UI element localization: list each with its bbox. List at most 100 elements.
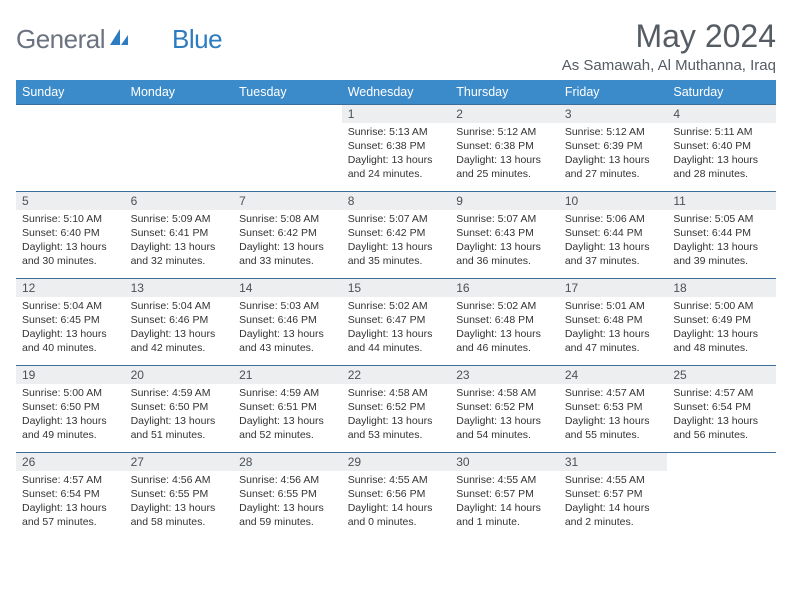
- day-details: Sunrise: 4:55 AMSunset: 6:57 PMDaylight:…: [450, 471, 559, 533]
- day-details: Sunrise: 4:55 AM Sunset: 6:57 PM Daylight:…: [559, 471, 668, 533]
- daylight-line: Daylight: 13 hours and 44 minutes.: [348, 328, 433, 354]
- calendar-cell: 10Sunrise: 5:06 AMSunset: 6:44 PMDayligh…: [559, 192, 668, 279]
- day-number: 30: [450, 453, 559, 471]
- sunrise-line: Sunrise: 4:58 AM: [456, 387, 536, 399]
- calendar-cell: 14Sunrise: 5:03 AMSunset: 6:46 PMDayligh…: [233, 279, 342, 366]
- calendar-cell-empty: [125, 105, 234, 192]
- calendar-cell: 22Sunrise: 4:58 AMSunset: 6:52 PMDayligh…: [342, 366, 451, 453]
- day-number: 31: [559, 453, 668, 471]
- calendar-cell: 5 Sunrise: 5:10 AM Sunset: 6:40 PM Daylight…: [16, 192, 125, 279]
- day-number: 20: [125, 366, 234, 384]
- sunrise-line: Sunrise: 5:10 AM: [22, 213, 102, 225]
- calendar-cell: 27Sunrise: 4:56 AMSunset: 6:55 PMDayligh…: [125, 453, 234, 540]
- day-number: 16: [450, 279, 559, 297]
- weekday-header: Thursday: [450, 80, 559, 105]
- day-details: Sunrise: 4:59 AMSunset: 6:51 PMDaylight:…: [233, 384, 342, 446]
- day-details: Sunrise: 5:12 AMSunset: 6:38 PMDaylight:…: [450, 123, 559, 185]
- calendar-cell: 9Sunrise: 5:07 AMSunset: 6:43 PMDaylight…: [450, 192, 559, 279]
- calendar-cell: 24Sunrise: 4:57 AMSunset: 6:53 PMDayligh…: [559, 366, 668, 453]
- sunset-line: Sunset: 6:53 PM: [565, 401, 643, 413]
- day-number: 25: [667, 366, 776, 384]
- day-number: 5: [16, 192, 125, 210]
- daylight-line: Daylight: 13 hours and 40 minutes.: [22, 328, 107, 354]
- calendar-table: SundayMondayTuesdayWednesdayThursdayFrid…: [16, 80, 776, 540]
- daylight-line: Daylight: 13 hours and 32 minutes.: [131, 241, 216, 267]
- location-text: As Samawah, Al Muthanna, Iraq: [562, 57, 776, 74]
- sunrise-line: Sunrise: 5:13 AM: [348, 126, 428, 138]
- sunrise-line: Sunrise: 5:09 AM: [131, 213, 211, 225]
- title-block: May 2024 As Samawah, Al Muthanna, Iraq: [562, 18, 776, 74]
- brand-part1: General: [16, 24, 105, 55]
- day-details: Sunrise: 5:03 AMSunset: 6:46 PMDaylight:…: [233, 297, 342, 359]
- calendar-row: 1Sunrise: 5:13 AMSunset: 6:38 PMDaylight…: [16, 105, 776, 192]
- calendar-cell: 29Sunrise: 4:55 AMSunset: 6:56 PMDayligh…: [342, 453, 451, 540]
- day-number: 29: [342, 453, 451, 471]
- day-number: 13: [125, 279, 234, 297]
- weekday-header: Tuesday: [233, 80, 342, 105]
- sunrise-line: Sunrise: 4:57 AM: [673, 387, 753, 399]
- day-number: 14: [233, 279, 342, 297]
- sunset-line: Sunset: 6:40 PM: [673, 140, 751, 152]
- sunset-line: Sunset: 6:44 PM: [565, 227, 643, 239]
- sunset-line: Sunset: 6:47 PM: [348, 314, 426, 326]
- day-number: 17: [559, 279, 668, 297]
- sunset-line: Sunset: 6:57 PM: [565, 488, 643, 500]
- calendar-cell: 6Sunrise: 5:09 AMSunset: 6:41 PMDaylight…: [125, 192, 234, 279]
- daylight-line: Daylight: 14 hours and 2 minutes.: [565, 502, 650, 528]
- weekday-header: Wednesday: [342, 80, 451, 105]
- day-details: Sunrise: 5:07 AMSunset: 6:43 PMDaylight:…: [450, 210, 559, 272]
- calendar-cell: 30Sunrise: 4:55 AMSunset: 6:57 PMDayligh…: [450, 453, 559, 540]
- day-details: Sunrise: 5:05 AMSunset: 6:44 PMDaylight:…: [667, 210, 776, 272]
- sunset-line: Sunset: 6:57 PM: [456, 488, 534, 500]
- sunrise-line: Sunrise: 5:12 AM: [456, 126, 536, 138]
- day-details: Sunrise: 4:56 AMSunset: 6:55 PMDaylight:…: [125, 471, 234, 533]
- daylight-line: Daylight: 13 hours and 30 minutes.: [22, 241, 107, 267]
- sunset-line: Sunset: 6:42 PM: [239, 227, 317, 239]
- weekday-header: Monday: [125, 80, 234, 105]
- sunrise-line: Sunrise: 4:55 AM: [565, 474, 645, 486]
- sunrise-line: Sunrise: 5:07 AM: [456, 213, 536, 225]
- daylight-line: Daylight: 13 hours and 52 minutes.: [239, 415, 324, 441]
- daylight-line: Daylight: 13 hours and 54 minutes.: [456, 415, 541, 441]
- day-number: 3: [559, 105, 668, 123]
- day-number: 8: [342, 192, 451, 210]
- daylight-line: Daylight: 13 hours and 24 minutes.: [348, 154, 433, 180]
- day-details: Sunrise: 4:57 AMSunset: 6:54 PMDaylight:…: [667, 384, 776, 446]
- day-details: Sunrise: 5:02 AMSunset: 6:48 PMDaylight:…: [450, 297, 559, 359]
- day-number: 26: [16, 453, 125, 471]
- day-details: Sunrise: 5:08 AMSunset: 6:42 PMDaylight:…: [233, 210, 342, 272]
- calendar-cell: 15Sunrise: 5:02 AMSunset: 6:47 PMDayligh…: [342, 279, 451, 366]
- calendar-body: 1Sunrise: 5:13 AMSunset: 6:38 PMDaylight…: [16, 105, 776, 540]
- day-number: 21: [233, 366, 342, 384]
- day-details: Sunrise: 5:00 AMSunset: 6:50 PMDaylight:…: [16, 384, 125, 446]
- day-number: 19: [16, 366, 125, 384]
- calendar-cell: 4Sunrise: 5:11 AMSunset: 6:40 PMDaylight…: [667, 105, 776, 192]
- weekday-header: Sunday: [16, 80, 125, 105]
- day-number: 28: [233, 453, 342, 471]
- day-details: Sunrise: 5:11 AMSunset: 6:40 PMDaylight:…: [667, 123, 776, 185]
- daylight-line: Daylight: 13 hours and 28 minutes.: [673, 154, 758, 180]
- daylight-line: Daylight: 13 hours and 58 minutes.: [131, 502, 216, 528]
- sunset-line: Sunset: 6:40 PM: [22, 227, 100, 239]
- daylight-line: Daylight: 13 hours and 47 minutes.: [565, 328, 650, 354]
- sunset-line: Sunset: 6:55 PM: [131, 488, 209, 500]
- sunrise-line: Sunrise: 4:59 AM: [239, 387, 319, 399]
- weekday-header: Saturday: [667, 80, 776, 105]
- sunrise-line: Sunrise: 5:04 AM: [131, 300, 211, 312]
- day-details: Sunrise: 5:12 AMSunset: 6:39 PMDaylight:…: [559, 123, 668, 185]
- daylight-line: Daylight: 13 hours and 57 minutes.: [22, 502, 107, 528]
- sunrise-line: Sunrise: 4:57 AM: [565, 387, 645, 399]
- brand-sail-icon: [108, 27, 130, 52]
- calendar-cell-empty: [667, 453, 776, 540]
- month-title: May 2024: [562, 18, 776, 55]
- daylight-line: Daylight: 13 hours and 48 minutes.: [673, 328, 758, 354]
- sunset-line: Sunset: 6:43 PM: [456, 227, 534, 239]
- daylight-line: Daylight: 14 hours and 1 minute.: [456, 502, 541, 528]
- calendar-cell: 25Sunrise: 4:57 AMSunset: 6:54 PMDayligh…: [667, 366, 776, 453]
- calendar-cell: 21Sunrise: 4:59 AMSunset: 6:51 PMDayligh…: [233, 366, 342, 453]
- day-details: Sunrise: 5:02 AMSunset: 6:47 PMDaylight:…: [342, 297, 451, 359]
- sunset-line: Sunset: 6:38 PM: [456, 140, 534, 152]
- day-details: Sunrise: 5:01 AMSunset: 6:48 PMDaylight:…: [559, 297, 668, 359]
- day-number: 10: [559, 192, 668, 210]
- day-number: 2: [450, 105, 559, 123]
